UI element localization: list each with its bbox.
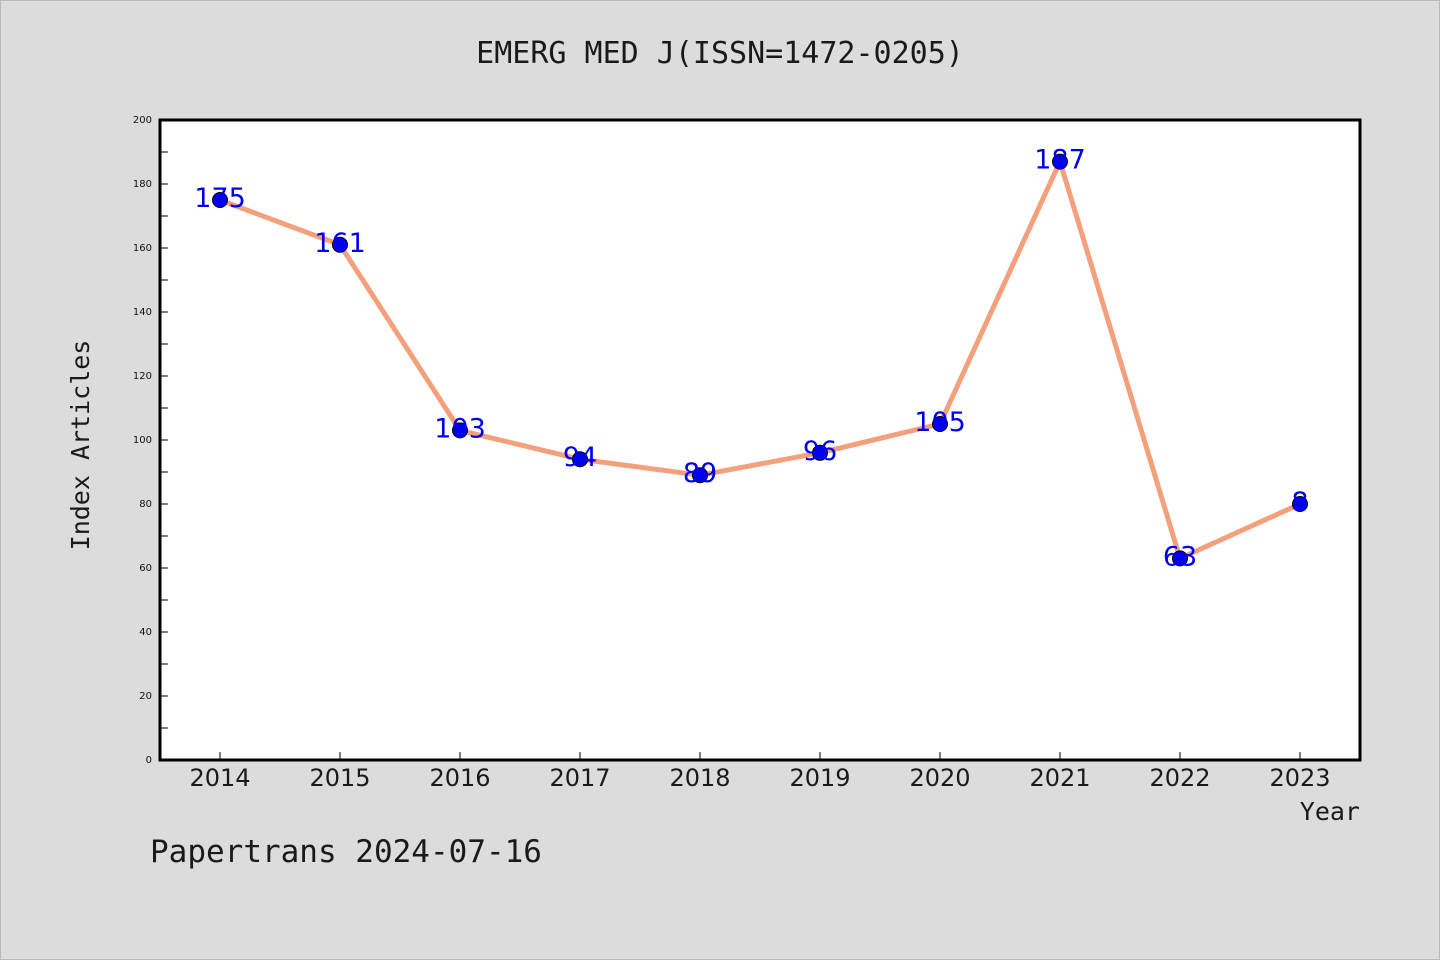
- y-axis-label: Index Articles: [66, 340, 95, 551]
- data-point: [692, 467, 708, 484]
- x-tick-label: 2022: [1149, 764, 1210, 792]
- data-label: 94: [563, 442, 597, 473]
- x-axis-label: Year: [1300, 797, 1360, 826]
- series-layer: 175 161 103 94 89 96 105 187 63 8: [194, 145, 1308, 573]
- data-point: [1172, 550, 1188, 567]
- data-point: [452, 422, 468, 439]
- data-point: [1052, 153, 1068, 170]
- data-label: 187: [1034, 145, 1086, 176]
- footer-watermark: Papertrans 2024-07-16: [150, 834, 542, 870]
- data-point: [572, 451, 588, 468]
- data-label: 96: [803, 436, 837, 467]
- x-tick-label: 2021: [1029, 764, 1090, 792]
- data-point: [212, 192, 228, 208]
- x-tick-label: 2017: [549, 764, 610, 792]
- data-point: [932, 416, 948, 432]
- y-tick-label: 200: [133, 115, 152, 126]
- y-tick-label: 100: [133, 435, 152, 446]
- x-tick-label: 2023: [1269, 764, 1330, 792]
- y-tick-label: 60: [139, 563, 152, 574]
- y-tick-label: 160: [133, 243, 152, 254]
- x-tick-label: 2014: [189, 764, 250, 792]
- data-label: 161: [314, 228, 366, 259]
- data-label: 8: [1291, 487, 1308, 518]
- data-point: [332, 236, 348, 253]
- data-label: 105: [914, 407, 966, 438]
- x-axis: 2014 2015 2016 2017 2018 2019 2020 2021 2022 2023: [189, 752, 1331, 792]
- y-tick-label: 180: [133, 179, 152, 190]
- series-line: [219, 159, 1302, 561]
- y-axis: 0 20 40 60 80 100 120 140 160 180 200: [133, 115, 168, 766]
- y-tick-label: 120: [133, 371, 152, 382]
- x-tick-label: 2019: [789, 764, 850, 792]
- y-tick-label: 0: [146, 755, 152, 766]
- data-point: [1292, 496, 1308, 512]
- x-tick-label: 2018: [669, 764, 730, 792]
- x-tick-label: 2020: [909, 764, 970, 792]
- chart-title: EMERG MED J(ISSN=1472-0205): [476, 36, 964, 71]
- y-tick-label: 140: [133, 307, 152, 318]
- y-tick-label: 80: [139, 499, 152, 510]
- y-tick-label: 40: [139, 627, 152, 638]
- plot-area: [158, 118, 1362, 762]
- y-tick-label: 20: [139, 691, 152, 702]
- data-label: 175: [194, 183, 246, 214]
- x-tick-label: 2016: [429, 764, 490, 792]
- data-label: 89: [683, 458, 717, 489]
- data-label: 63: [1163, 541, 1197, 572]
- data-label: 103: [434, 413, 486, 444]
- x-tick-label: 2015: [309, 764, 370, 792]
- data-point: [812, 444, 828, 461]
